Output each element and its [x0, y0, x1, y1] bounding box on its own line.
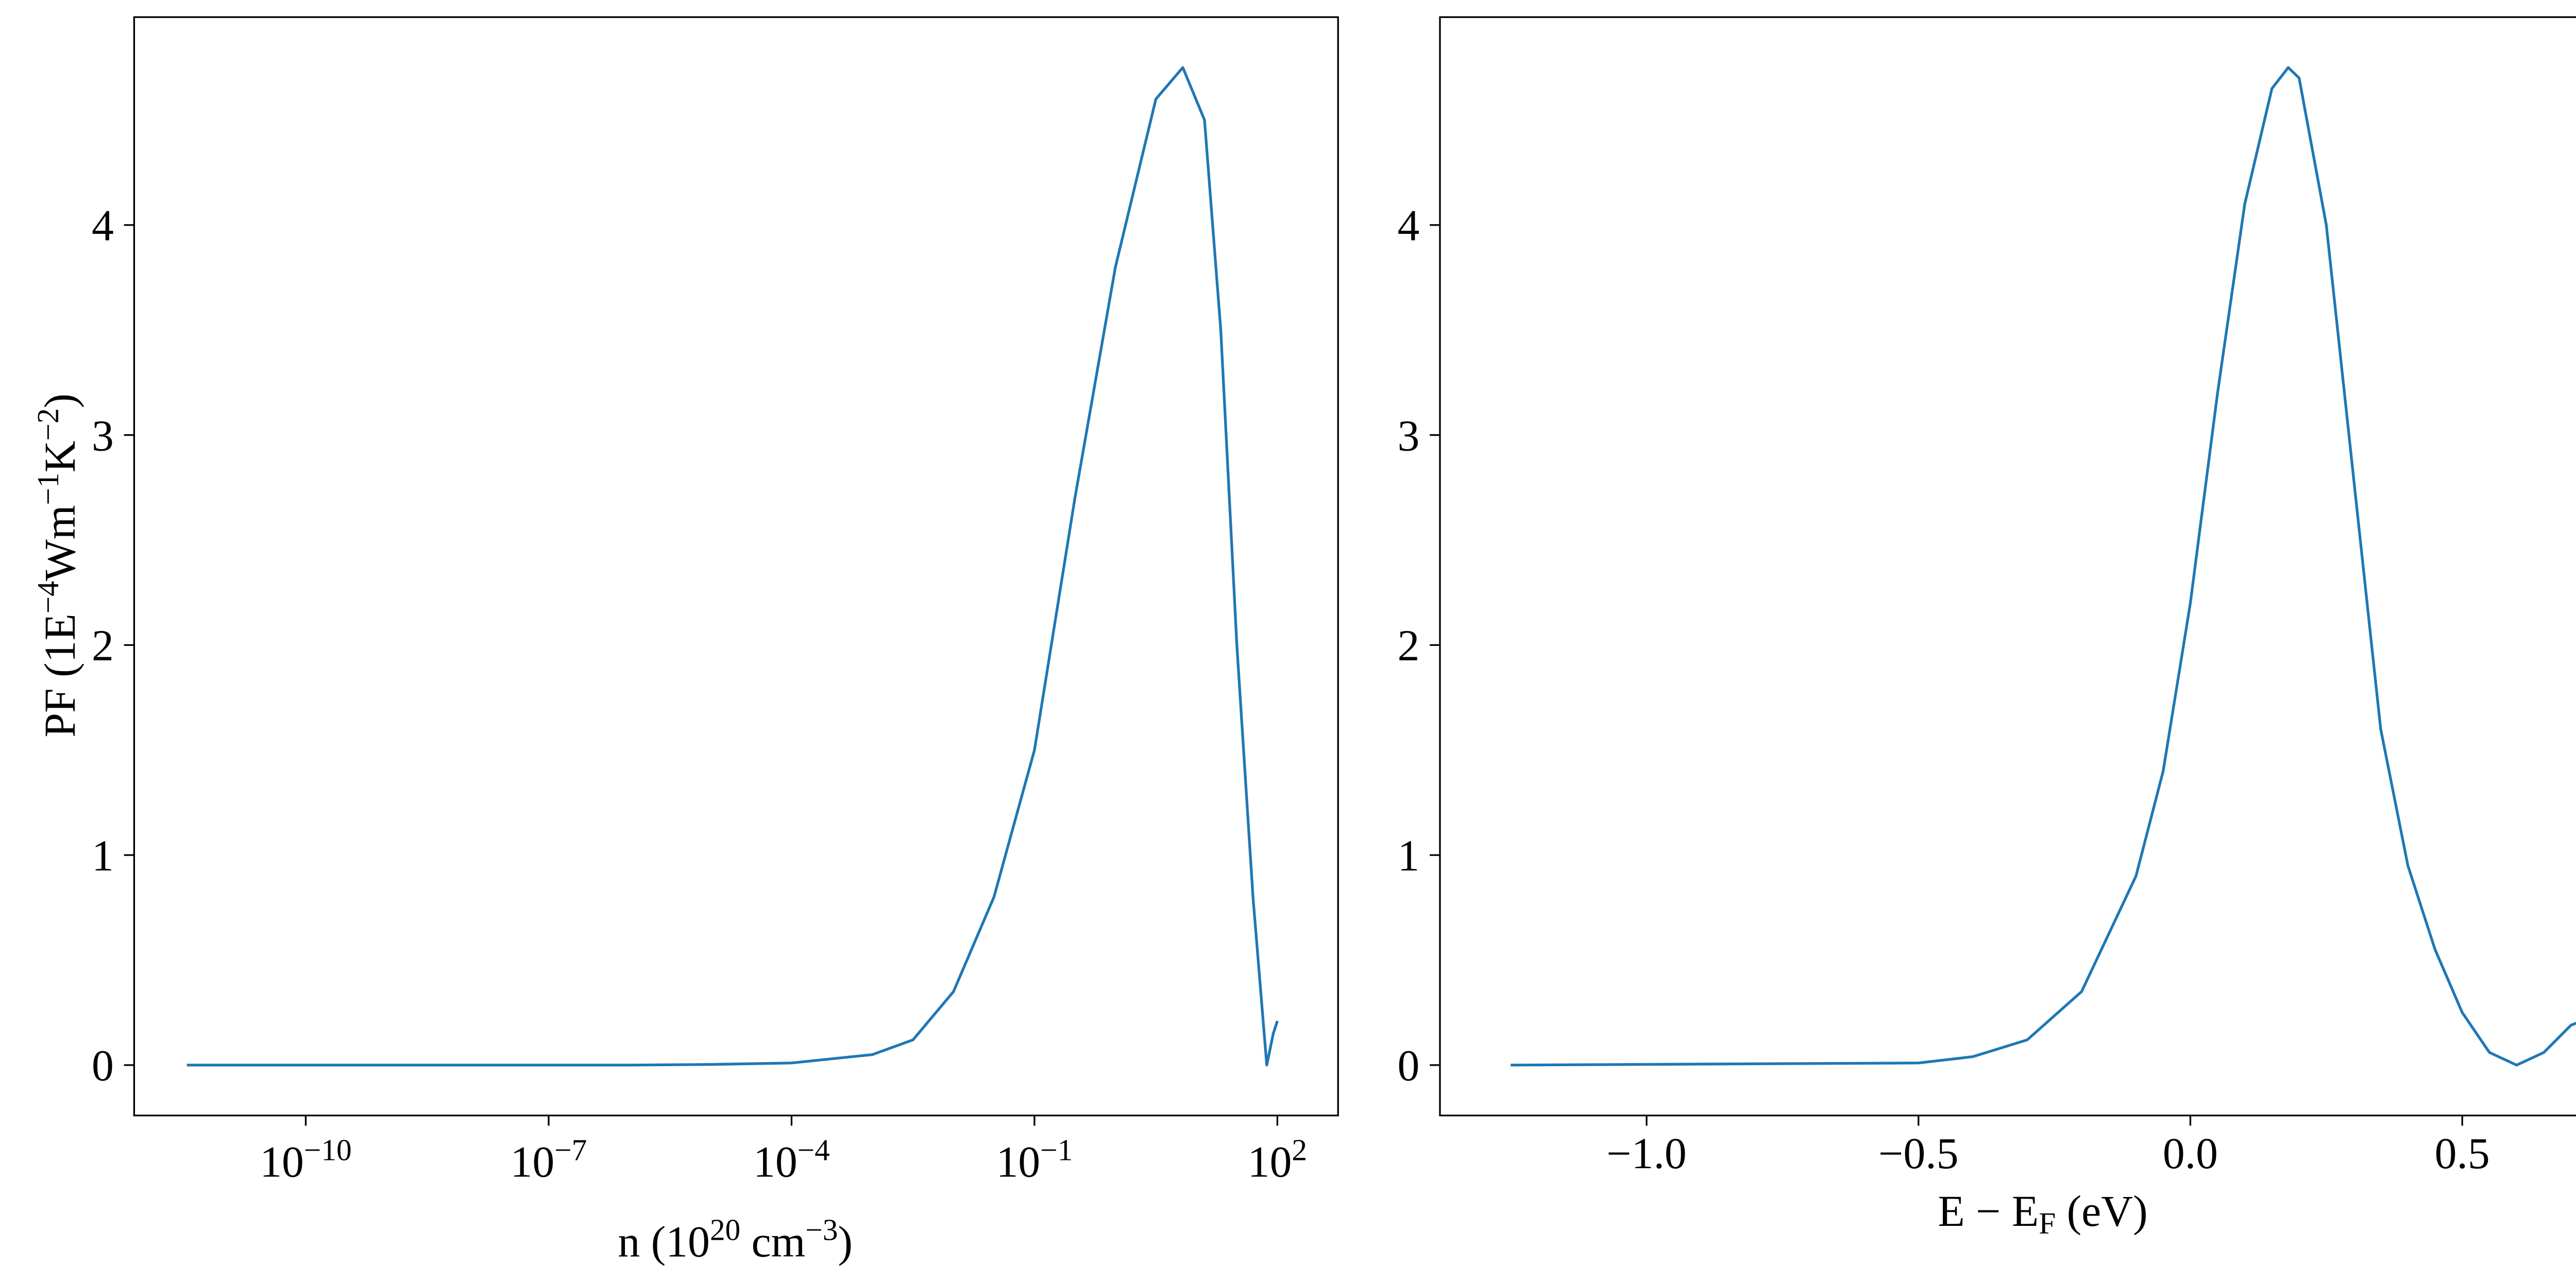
- x-tick-label: 0.0: [2163, 1129, 2218, 1178]
- tick-base: 10: [1248, 1137, 1292, 1186]
- y-tick-label: 0: [92, 1041, 114, 1090]
- x-tick-label: 10−1: [996, 1133, 1073, 1186]
- x-tick-label: 102: [1248, 1133, 1307, 1186]
- label-part: F: [2039, 1206, 2056, 1240]
- tick-exponent: −10: [304, 1133, 352, 1167]
- label-part: ): [36, 394, 84, 408]
- label-part: n (10: [618, 1217, 710, 1266]
- y-tick-label: 1: [1398, 831, 1420, 880]
- x-axis-label: E − EF (eV): [1938, 1187, 2147, 1240]
- y-tick-label: 3: [1398, 411, 1420, 460]
- label-part: cm: [740, 1217, 805, 1266]
- y-tick-label: 1: [92, 831, 114, 880]
- label-part: K: [36, 441, 84, 473]
- y-tick-label: 3: [92, 411, 114, 460]
- tick-exponent: −7: [554, 1133, 587, 1167]
- x-tick-label: 10−7: [511, 1133, 587, 1186]
- label-part: −2: [31, 408, 65, 441]
- y-tick-label: 4: [1398, 201, 1420, 250]
- data-line: [187, 66, 1279, 1067]
- y-tick-label: 2: [1398, 621, 1420, 670]
- tick-base: 10: [511, 1137, 555, 1186]
- axes-frame: [133, 16, 1339, 1117]
- label-part: Wm: [36, 505, 84, 582]
- label-part: (eV): [2056, 1187, 2147, 1236]
- label-part: 20: [710, 1212, 740, 1246]
- tick-exponent: 2: [1292, 1133, 1307, 1167]
- x-tick-label: 0.5: [2435, 1129, 2490, 1178]
- tick-base: 10: [260, 1137, 304, 1186]
- label-part: PF (1E: [36, 613, 84, 737]
- x-tick-label: −1.0: [1606, 1129, 1686, 1178]
- y-tick-label: 2: [92, 621, 114, 670]
- axes-frame: [1439, 16, 2576, 1117]
- tick-exponent: −1: [1040, 1133, 1073, 1167]
- x-tick-label: 10−10: [260, 1133, 351, 1186]
- tick-base: 10: [753, 1137, 798, 1186]
- label-part: E − E: [1938, 1187, 2039, 1236]
- y-axis-label: PF (1E−4Wm−1K−2): [31, 394, 84, 738]
- x-axis-label: n (1020 cm−3): [618, 1212, 853, 1266]
- data-line: [1511, 66, 2576, 1067]
- x-tick-label: 10−4: [753, 1133, 830, 1186]
- x-tick-label: −0.5: [1878, 1129, 1958, 1178]
- tick-exponent: −4: [798, 1133, 830, 1167]
- label-part: −4: [31, 581, 65, 613]
- y-tick-label: 0: [1398, 1041, 1420, 1090]
- tick-base: 10: [996, 1137, 1040, 1186]
- label-part: −3: [805, 1212, 838, 1246]
- label-part: −1: [31, 473, 65, 505]
- label-part: ): [838, 1217, 853, 1266]
- y-tick-label: 4: [92, 201, 114, 250]
